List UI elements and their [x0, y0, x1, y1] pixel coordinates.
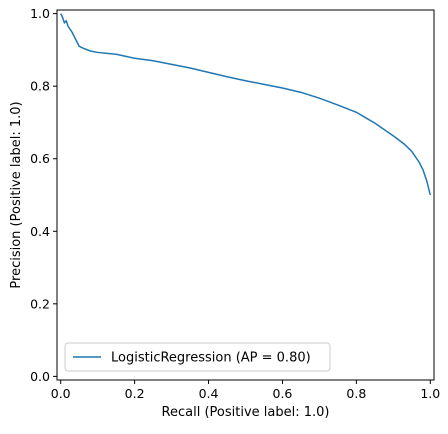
y-axis-label: Precision (Positive label: 1.0) [9, 101, 24, 288]
y-axis-ticks: 0.0 0.2 0.4 0.6 0.8 1.0 [30, 6, 57, 384]
y-tick-label: 0.2 [30, 296, 50, 311]
x-tick-label: 0.2 [125, 386, 145, 401]
x-tick-label: 0.4 [199, 386, 219, 401]
y-tick-label: 0.8 [30, 79, 50, 94]
legend-box [64, 342, 331, 372]
x-tick-label: 0.0 [51, 386, 71, 401]
axes-frame [56, 9, 435, 381]
x-tick-label: 0.6 [273, 386, 293, 401]
x-axis-label: Recall (Positive label: 1.0) [162, 405, 330, 420]
series-line-logisticregression [60, 13, 432, 196]
legend: LogisticRegression (AP = 0.80) [64, 342, 331, 372]
x-tick-label: 1.0 [420, 386, 440, 401]
y-tick-label: 0.0 [30, 369, 50, 384]
legend-entry-label: LogisticRegression (AP = 0.80) [111, 351, 311, 366]
x-axis-ticks: 0.0 0.2 0.4 0.6 0.8 1.0 [51, 380, 440, 401]
y-tick-label: 1.0 [30, 6, 50, 21]
x-tick-label: 0.8 [346, 386, 366, 401]
y-tick-label: 0.6 [30, 151, 50, 166]
y-tick-label: 0.4 [30, 224, 50, 239]
